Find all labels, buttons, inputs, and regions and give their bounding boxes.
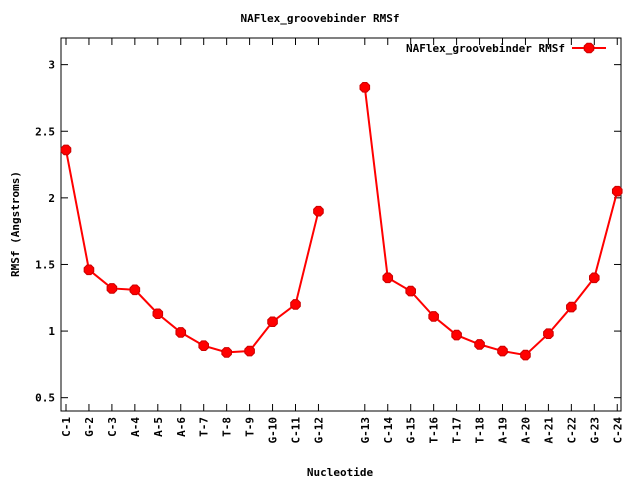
- data-point-marker: [129, 284, 141, 296]
- x-tick-label: C-14: [382, 417, 395, 444]
- data-point-marker: [451, 329, 462, 341]
- data-point-marker: [520, 349, 531, 361]
- chart-title: NAFlex_groovebinder RMSf: [241, 12, 400, 25]
- data-point-marker: [175, 327, 187, 338]
- x-tick-label: G-2: [83, 417, 96, 437]
- data-point-marker: [83, 264, 95, 276]
- x-tick-label: C-24: [611, 417, 624, 444]
- x-tick-label: G-12: [312, 417, 325, 444]
- y-tick-label: 0.5: [35, 392, 55, 405]
- data-point-marker: [382, 272, 394, 284]
- data-point-marker: [198, 340, 209, 352]
- x-tick-label: C-3: [106, 417, 119, 437]
- series-line-segment: [363, 87, 619, 357]
- data-point-marker: [152, 308, 164, 320]
- data-point-marker: [106, 283, 118, 294]
- data-point-marker: [313, 205, 324, 217]
- legend-marker: [583, 42, 595, 54]
- data-point-marker: [497, 345, 508, 357]
- x-axis-ticks: C-1 G-2 C-3 A-4 A-5 A-6 T-7 T-8 T-9 G-10 C-11 G-12 G…: [60, 38, 624, 444]
- x-tick-label: G-13: [359, 417, 372, 444]
- y-tick-label: 2.5: [35, 125, 55, 138]
- plot-frame: [60, 37, 622, 412]
- data-point-marker: [359, 81, 371, 93]
- data-point-marker: [267, 316, 278, 328]
- data-point-marker: [60, 144, 72, 156]
- x-tick-label: G-10: [267, 417, 280, 444]
- y-axis-ticks: 0.5 1 1.5 2 2.5 3: [35, 59, 621, 405]
- legend-entry-label: NAFlex_groovebinder RMSf: [406, 42, 565, 55]
- y-tick-label: 3: [48, 59, 55, 72]
- data-point-marker: [428, 311, 439, 322]
- data-point-marker: [611, 185, 623, 197]
- data-point-marker: [221, 347, 232, 358]
- data-point-marker: [474, 339, 485, 350]
- x-tick-label: A-21: [542, 417, 555, 444]
- x-tick-label: G-23: [588, 417, 601, 444]
- x-tick-label: A-4: [129, 417, 142, 437]
- y-tick-label: 1.5: [35, 258, 55, 271]
- x-tick-label: T-7: [198, 417, 211, 437]
- data-point-marker: [543, 328, 554, 340]
- x-tick-label: C-22: [565, 417, 578, 444]
- x-tick-label: A-6: [175, 417, 188, 437]
- x-tick-label: T-8: [221, 417, 234, 437]
- x-tick-label: T-16: [428, 417, 441, 444]
- y-tick-label: 1: [48, 325, 55, 338]
- x-axis-label: Nucleotide: [307, 466, 374, 479]
- data-point-marker: [290, 299, 301, 310]
- y-axis-label: RMSf (Angstroms): [9, 171, 22, 277]
- data-point-marker: [566, 301, 577, 313]
- x-tick-label: T-17: [451, 417, 464, 444]
- x-tick-label: C-1: [60, 417, 73, 437]
- x-tick-label: A-19: [497, 417, 510, 444]
- series-group: [60, 81, 623, 361]
- series-line-segment: [65, 149, 320, 354]
- legend: NAFlex_groovebinder RMSf: [406, 42, 606, 55]
- data-point-marker: [405, 285, 416, 297]
- x-tick-label: A-5: [152, 417, 165, 437]
- y-tick-label: 2: [48, 192, 55, 205]
- x-tick-label: A-20: [519, 417, 532, 444]
- x-tick-label: G-15: [405, 417, 418, 444]
- data-point-marker: [244, 345, 255, 357]
- x-tick-label: T-9: [244, 417, 257, 437]
- x-tick-label: C-11: [290, 417, 303, 444]
- data-point-marker: [589, 272, 600, 284]
- x-tick-label: T-18: [474, 417, 487, 444]
